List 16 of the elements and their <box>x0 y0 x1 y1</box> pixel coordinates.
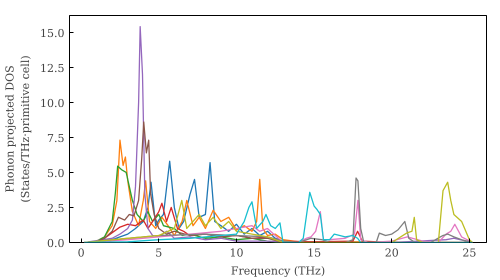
y-tick-label: 7.5 <box>47 132 65 145</box>
y-tick-label: 12.5 <box>40 62 65 75</box>
x-tick-label: 5 <box>155 246 162 260</box>
x-axis-title: Frequency (THz) <box>230 264 326 278</box>
x-tick-label: 0 <box>78 246 85 260</box>
y-tick-label: 5.0 <box>47 166 65 180</box>
line-series <box>84 192 474 242</box>
y-tick-label: 2.5 <box>47 202 65 215</box>
y-tick-label: 10.0 <box>40 96 65 110</box>
y-axis-title: Phonon projected DOS (States/THz·primitive cell) <box>3 55 32 203</box>
y-tick-label: 0.0 <box>47 237 65 250</box>
x-tick-label: 10 <box>229 246 244 260</box>
x-tick-label: 25 <box>462 246 476 260</box>
y-tick-label: 15.0 <box>40 26 65 40</box>
x-tick-label: 15 <box>307 246 322 260</box>
x-tick-label: 20 <box>384 246 399 260</box>
